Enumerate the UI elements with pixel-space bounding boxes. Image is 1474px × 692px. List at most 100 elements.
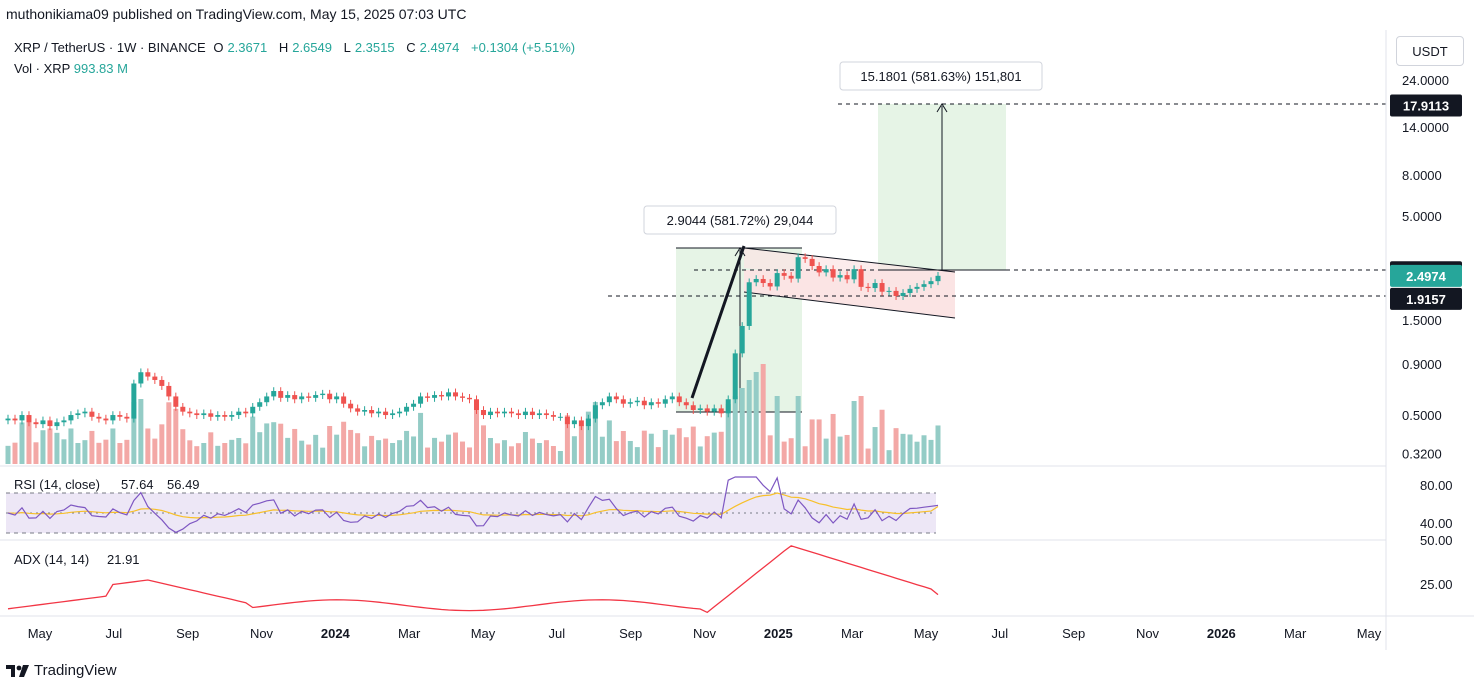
volume-bar [788,438,794,464]
candles [5,253,941,431]
volume-bar [75,443,81,464]
candle [313,391,319,402]
time-axis[interactable]: May Jul Sep Nov 2024 Mar May Jul Sep Nov 2025 Mar Ma… [28,626,1382,641]
candle [5,414,11,425]
candle [138,368,144,388]
volume-bar [152,438,158,464]
volume-bar [229,439,235,464]
volume-bar [26,422,32,464]
candle [278,387,284,402]
flagpole-line [690,245,746,399]
time-tick: Sep [619,626,642,641]
candle [299,392,305,404]
volume-bar [858,396,864,464]
volume-bar [893,428,899,464]
time-tick: Jul [549,626,566,641]
volume-label: Vol · XRP [14,61,71,76]
volume-bar [522,432,528,464]
tradingview-logo[interactable]: TradingView [6,662,117,679]
ohlc-close: C 2.4974 [406,40,460,55]
candle [900,289,906,300]
candle [655,398,661,408]
candle [222,411,228,421]
volume-bar [613,441,619,464]
volume-bar [648,433,654,464]
volume-bar [460,441,466,464]
price-tick: 0.5000 [1402,408,1442,423]
candle [411,399,417,411]
price-badge: 17.9113 [1390,94,1462,117]
volume-bar [250,416,256,464]
candle [844,271,850,284]
volume-bar [753,372,759,464]
volume-bar [711,432,717,464]
candle [543,409,549,420]
candle [480,406,486,420]
time-tick: Nov [693,626,717,641]
candle [320,389,326,400]
candle [767,279,773,291]
candle [236,407,242,420]
volume-bar [669,434,675,464]
time-tick: Jul [106,626,123,641]
volume-bar [411,436,417,464]
candle [159,376,165,390]
price-tick: 0.3200 [1402,447,1442,462]
adx-label: ADX (14, 14) [14,552,89,567]
candle [152,372,158,384]
candle [921,280,927,291]
candle [229,411,235,421]
volume-bar [145,428,151,464]
volume-bar [774,396,780,464]
candle [61,416,67,427]
time-tick: 2026 [1207,626,1236,641]
candle [571,416,577,429]
candle [362,406,368,416]
volume-bar [61,439,67,464]
price-tick: 0.9000 [1402,357,1442,372]
volume-bar [928,439,934,464]
symbol-name[interactable]: XRP / TetherUS · 1W · BINANCE [14,40,206,55]
price-axis[interactable]: 24.0000 14.0000 8.0000 5.0000 1.5000 0.9000 0.… [1402,73,1449,462]
volume-bar [508,446,514,464]
candle [285,391,291,402]
volume-bar [187,440,193,464]
candle [585,414,591,431]
volume-bar [655,447,661,464]
candle [82,407,88,418]
candle [40,416,46,429]
volume-bar [5,445,11,464]
measure-text-lower: 2.9044 (581.72%) 29,044 [667,213,814,228]
time-tick: Sep [1062,626,1085,641]
time-tick: May [28,626,53,641]
rsi-ma-value: 56.49 [167,477,200,492]
volume-bar [914,441,920,464]
volume-bars [5,364,941,464]
candle [68,411,74,425]
volume-bar [627,440,633,464]
volume-bar [257,432,263,464]
price-badge: 1.9157 [1390,287,1462,310]
price-tick: 5.0000 [1402,209,1442,224]
volume-bar [935,425,941,464]
volume-bar [446,434,452,464]
volume-bar [425,447,431,464]
candle [124,412,130,423]
volume-bar [19,422,25,464]
candle [341,392,347,408]
volume-bar [390,443,396,464]
currency-button[interactable]: USDT [1396,36,1464,66]
time-tick: Mar [398,626,421,641]
time-tick: May [471,626,496,641]
volume-bar [802,446,808,464]
candle [103,414,109,425]
candle [187,407,193,418]
volume-bar [334,434,340,464]
candle [711,404,717,416]
adx-line [7,545,939,614]
volume-bar [285,437,291,464]
volume-bar [355,433,361,464]
time-tick: May [1357,626,1382,641]
candle [886,287,892,296]
